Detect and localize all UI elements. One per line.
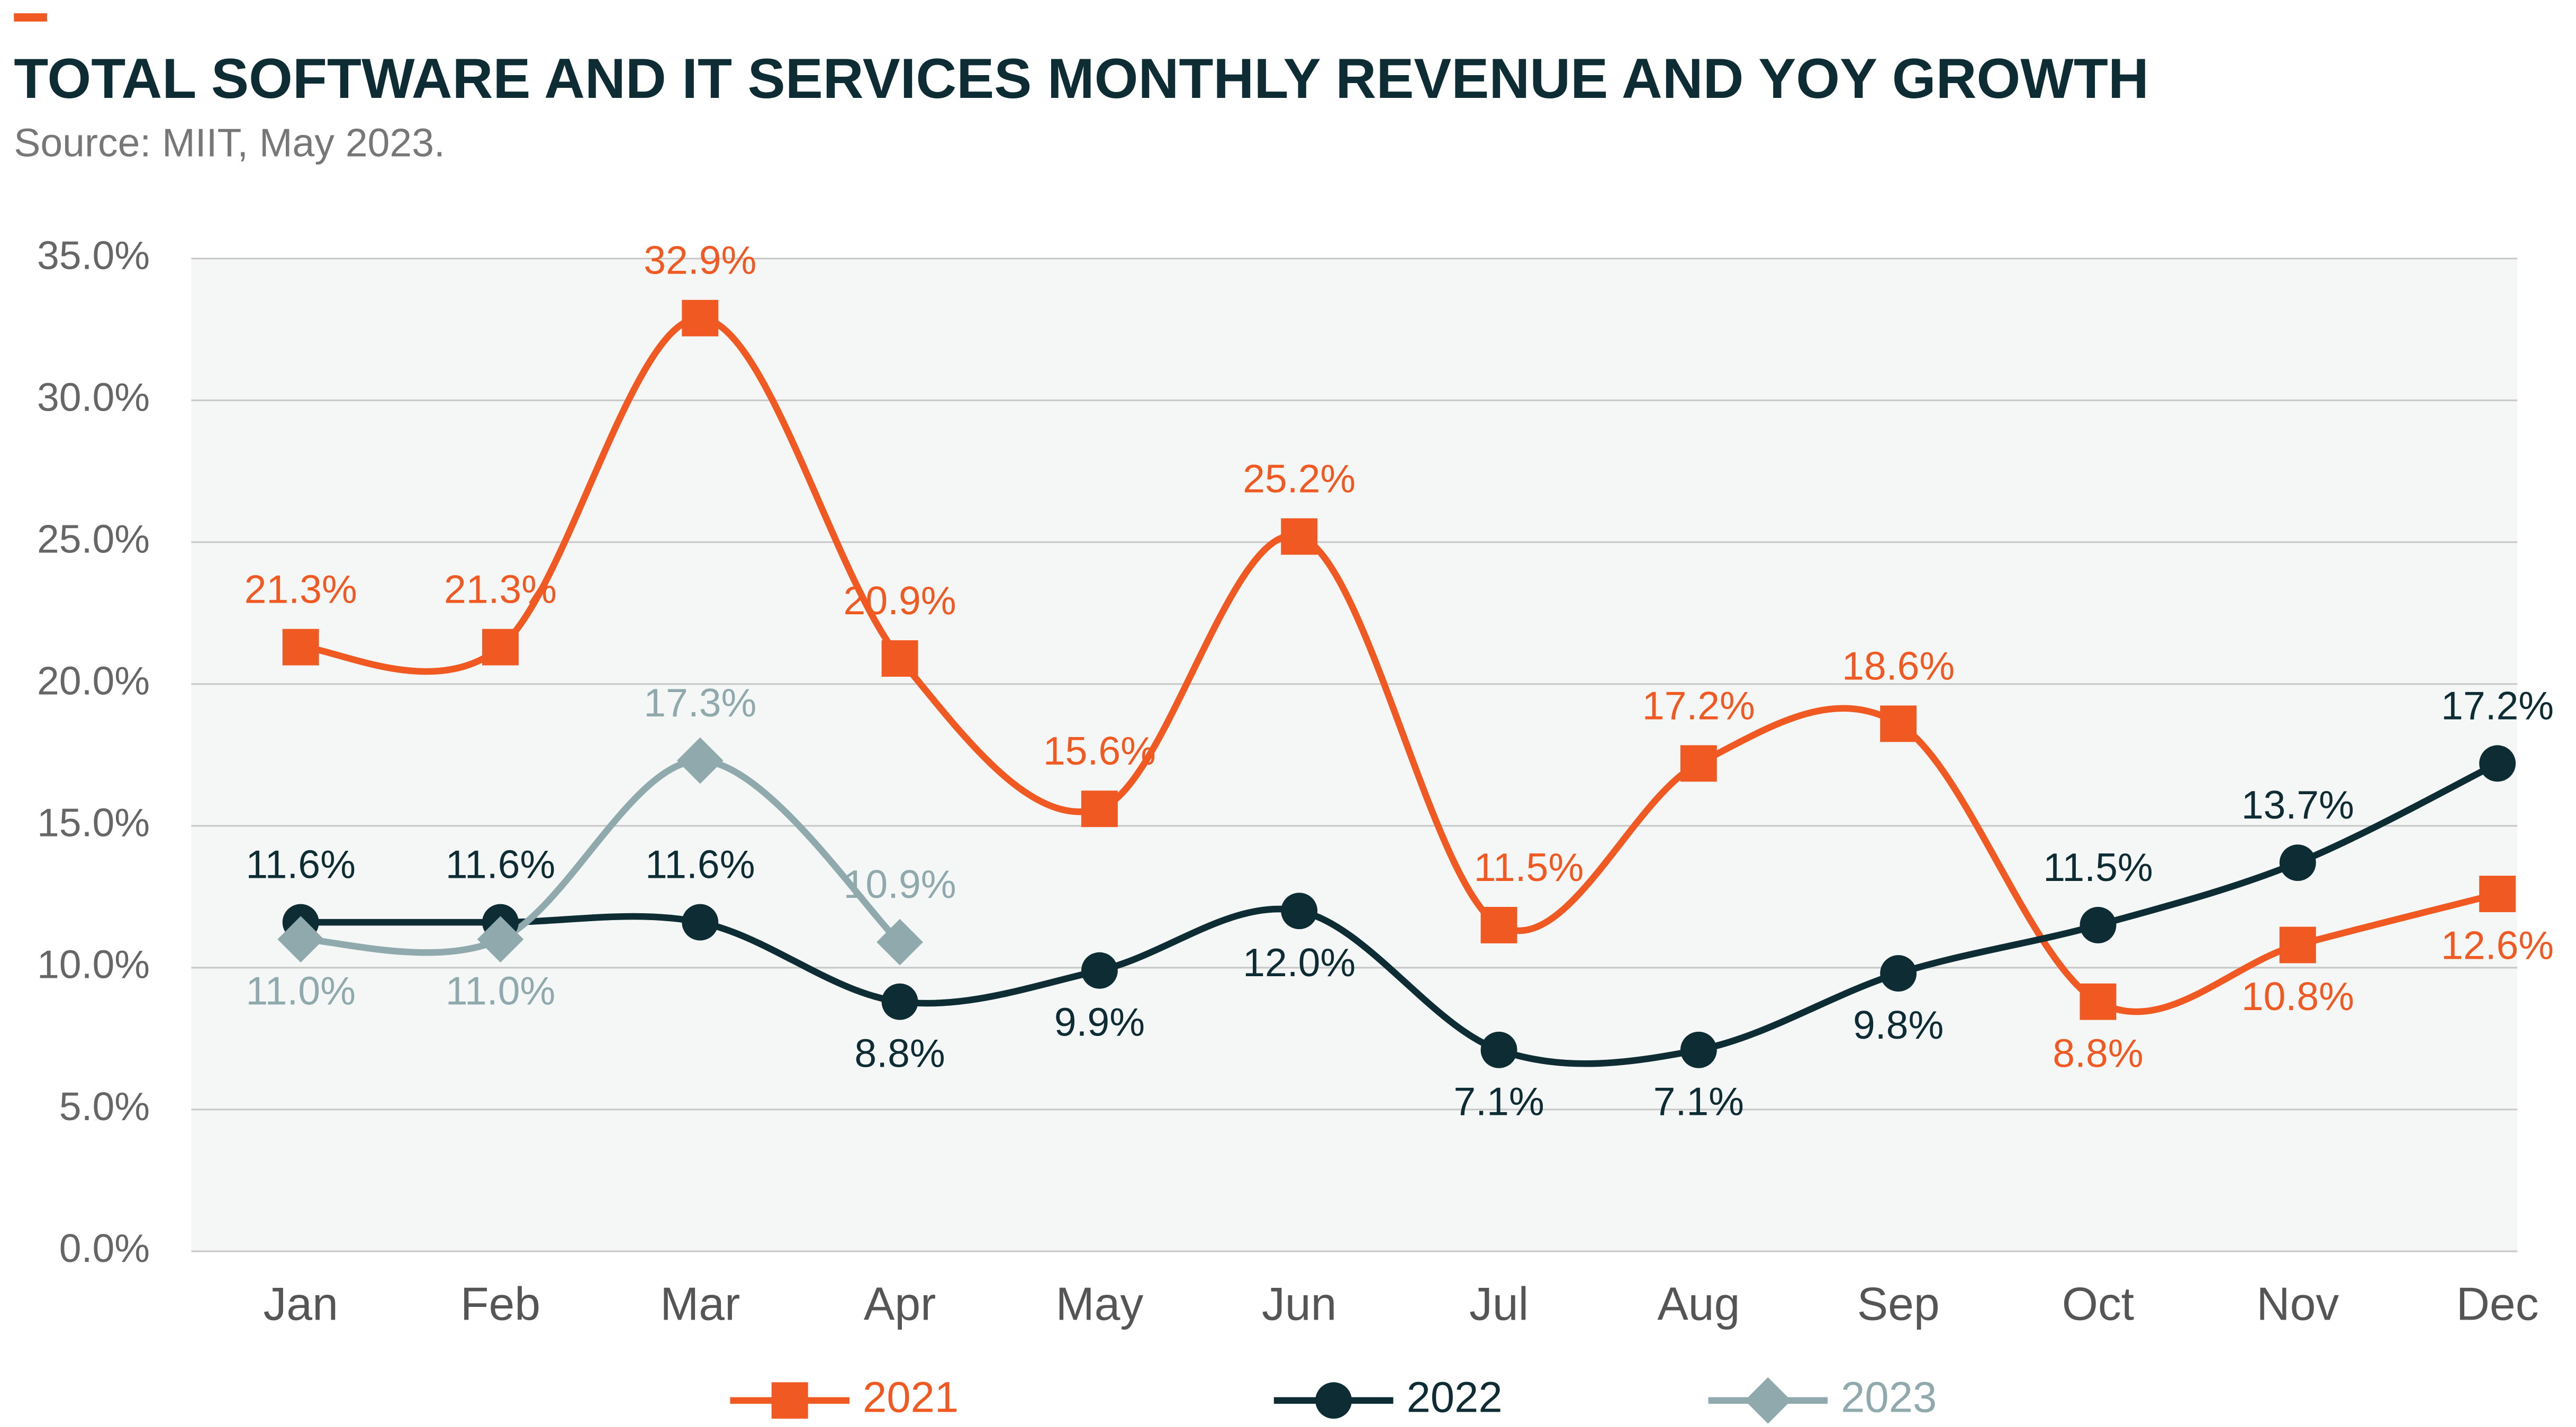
x-tick-label: Dec [2456, 1278, 2539, 1330]
data-label: 25.2% [1243, 457, 1355, 501]
marker [1081, 790, 1118, 828]
data-label: 21.3% [444, 567, 557, 612]
data-label: 17.2% [1642, 683, 1755, 728]
marker [881, 640, 918, 677]
data-label: 11.5% [2043, 845, 2153, 889]
data-label: 15.6% [1043, 729, 1156, 773]
marker [277, 916, 324, 963]
marker [2080, 907, 2117, 943]
data-label: 11.6% [246, 842, 356, 887]
marker [1680, 745, 1717, 782]
data-label: 12.0% [1243, 940, 1355, 985]
data-label: 7.1% [1653, 1079, 1744, 1124]
data-label: 12.6% [2441, 923, 2554, 968]
y-tick-label: 35.0% [37, 233, 150, 278]
marker [682, 299, 719, 337]
marker [1480, 907, 1517, 943]
marker [1281, 518, 1318, 555]
data-label: 10.9% [844, 862, 956, 906]
data-label: 9.8% [1853, 1003, 1944, 1047]
x-tick-label: Jan [263, 1278, 338, 1330]
series-line [300, 314, 2499, 1015]
data-label: 8.8% [2053, 1031, 2143, 1075]
marker [1880, 705, 1917, 742]
x-tick-label: Jun [1262, 1278, 1336, 1330]
y-tick-label: 5.0% [59, 1084, 150, 1129]
x-tick-label: Jul [1469, 1278, 1529, 1330]
legend-marker [771, 1382, 808, 1419]
x-tick-label: May [1056, 1278, 1144, 1330]
chart-subtitle: Source: MIIT, May 2023. [14, 121, 445, 165]
marker [1081, 952, 1118, 989]
x-tick-label: Feb [460, 1278, 540, 1330]
legend-marker [1745, 1377, 1792, 1424]
data-label: 13.7% [2241, 783, 2354, 827]
data-label: 8.8% [854, 1031, 945, 1075]
x-tick-label: Nov [2256, 1278, 2339, 1330]
marker [1880, 955, 1917, 992]
data-label: 18.6% [1842, 643, 1955, 688]
marker [2080, 983, 2117, 1020]
x-tick-label: Oct [2062, 1278, 2134, 1330]
data-label: 9.9% [1054, 999, 1145, 1044]
data-label: 17.3% [644, 680, 756, 725]
y-tick-label: 20.0% [37, 659, 150, 703]
legend-label: 2021 [863, 1373, 959, 1421]
x-tick-label: Sep [1857, 1278, 1940, 1330]
data-label: 32.9% [644, 238, 756, 283]
data-label: 10.8% [2241, 974, 2354, 1019]
x-tick-label: Mar [660, 1278, 740, 1330]
marker [682, 904, 719, 941]
data-label: 17.2% [2441, 683, 2554, 728]
data-label: 21.3% [245, 567, 357, 612]
legend-marker [1315, 1382, 1352, 1419]
marker [876, 919, 923, 966]
marker [2479, 745, 2516, 782]
data-label: 11.6% [446, 842, 556, 887]
marker [282, 629, 319, 666]
y-tick-label: 30.0% [37, 375, 150, 420]
data-label: 11.0% [246, 968, 356, 1013]
data-label: 11.6% [645, 842, 755, 887]
marker [2279, 844, 2316, 881]
y-tick-label: 0.0% [59, 1226, 150, 1270]
y-tick-label: 15.0% [37, 801, 150, 845]
data-label: 11.0% [446, 968, 556, 1013]
marker [1480, 1031, 1517, 1068]
series-line [301, 757, 902, 956]
marker [1281, 893, 1318, 930]
x-tick-label: Aug [1657, 1278, 1740, 1330]
title-accent [14, 13, 47, 22]
marker [2479, 876, 2516, 912]
data-label: 7.1% [1453, 1079, 1544, 1124]
x-tick-label: Apr [864, 1278, 936, 1330]
data-label: 20.9% [844, 578, 956, 623]
chart-title: TOTAL SOFTWARE AND IT SERVICES MONTHLY R… [14, 47, 2149, 110]
marker [2279, 926, 2316, 964]
legend-label: 2023 [1841, 1373, 1937, 1421]
y-tick-label: 10.0% [37, 942, 150, 987]
legend-label: 2022 [1406, 1373, 1502, 1421]
data-label: 11.5% [1474, 845, 1584, 889]
marker [881, 983, 918, 1020]
marker [477, 916, 524, 963]
marker [1680, 1031, 1717, 1068]
marker [482, 629, 519, 666]
y-tick-label: 25.0% [37, 517, 150, 561]
plot-area [191, 258, 2518, 1251]
